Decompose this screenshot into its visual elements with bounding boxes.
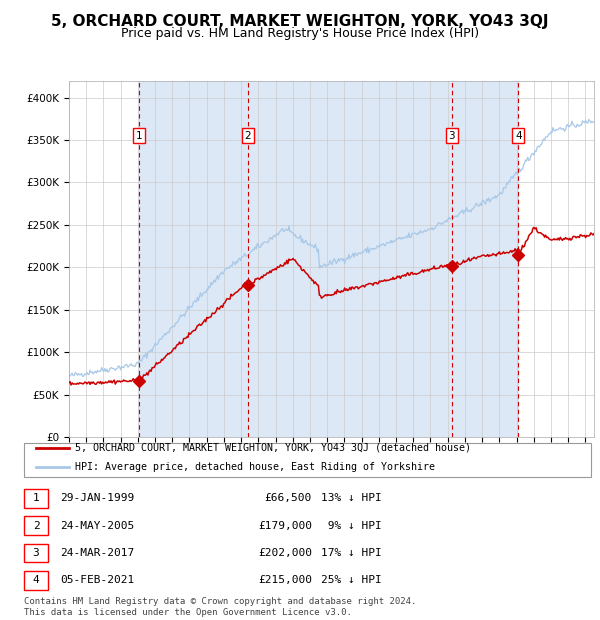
Text: 5, ORCHARD COURT, MARKET WEIGHTON, YORK, YO43 3QJ: 5, ORCHARD COURT, MARKET WEIGHTON, YORK,…	[51, 14, 549, 29]
Text: £215,000: £215,000	[258, 575, 312, 585]
Text: 05-FEB-2021: 05-FEB-2021	[60, 575, 134, 585]
Text: 2: 2	[245, 131, 251, 141]
Text: 5, ORCHARD COURT, MARKET WEIGHTON, YORK, YO43 3QJ (detached house): 5, ORCHARD COURT, MARKET WEIGHTON, YORK,…	[75, 443, 471, 453]
Text: 4: 4	[515, 131, 521, 141]
Text: 17% ↓ HPI: 17% ↓ HPI	[321, 548, 382, 558]
Text: £179,000: £179,000	[258, 521, 312, 531]
Text: 29-JAN-1999: 29-JAN-1999	[60, 494, 134, 503]
Text: 13% ↓ HPI: 13% ↓ HPI	[321, 494, 382, 503]
Text: 1: 1	[32, 494, 40, 503]
Text: £66,500: £66,500	[265, 494, 312, 503]
Text: 25% ↓ HPI: 25% ↓ HPI	[321, 575, 382, 585]
Text: Price paid vs. HM Land Registry's House Price Index (HPI): Price paid vs. HM Land Registry's House …	[121, 27, 479, 40]
Text: 3: 3	[32, 548, 40, 558]
Text: 4: 4	[32, 575, 40, 585]
Text: 24-MAR-2017: 24-MAR-2017	[60, 548, 134, 558]
Text: HPI: Average price, detached house, East Riding of Yorkshire: HPI: Average price, detached house, East…	[75, 461, 435, 472]
Bar	[139, 81, 518, 437]
Text: 1: 1	[136, 131, 143, 141]
Text: 2: 2	[32, 521, 40, 531]
Text: 9% ↓ HPI: 9% ↓ HPI	[321, 521, 382, 531]
Text: 3: 3	[448, 131, 455, 141]
Text: £202,000: £202,000	[258, 548, 312, 558]
Text: Contains HM Land Registry data © Crown copyright and database right 2024.
This d: Contains HM Land Registry data © Crown c…	[24, 598, 416, 617]
Text: 24-MAY-2005: 24-MAY-2005	[60, 521, 134, 531]
